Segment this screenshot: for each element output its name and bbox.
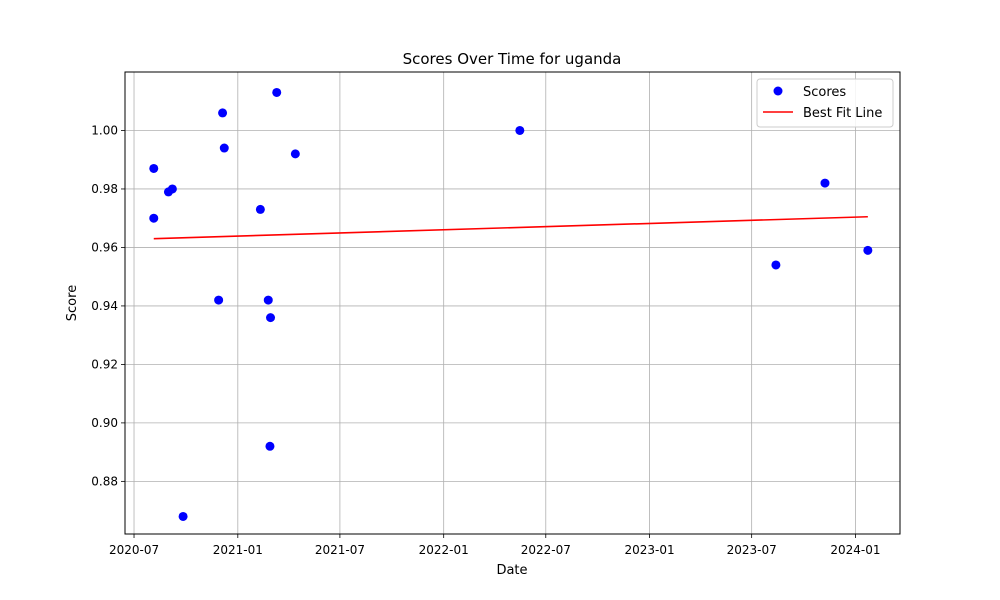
- score-point: [266, 313, 276, 323]
- legend-box: [756, 78, 894, 128]
- x-axis-ticks: 2020-07 2021-01 2021-07 2022-01 2022-07 2023-…: [109, 534, 881, 557]
- plot-frame: [124, 71, 901, 535]
- score-point: [218, 108, 228, 118]
- x-tick-label: 2022-07: [521, 543, 571, 557]
- y-axis-ticks: 0.88 0.90 0.92 0.94 0.96 0.98 1.00: [91, 123, 125, 488]
- score-point: [863, 245, 873, 255]
- scatter-points: [149, 87, 873, 521]
- x-tick-label: 2023-07: [727, 543, 777, 557]
- x-tick-label: 2023-01: [624, 543, 674, 557]
- y-tick-label: 0.88: [91, 474, 118, 488]
- score-point: [219, 143, 229, 153]
- x-axis-label: Date: [496, 563, 527, 578]
- score-point: [263, 295, 273, 305]
- y-tick-label: 0.98: [91, 182, 118, 196]
- y-axis-label: Score: [65, 285, 80, 321]
- legend-label-scores: Scores: [803, 85, 846, 100]
- x-tick-label: 2022-01: [419, 543, 469, 557]
- legend: Scores Best Fit Line: [756, 78, 894, 128]
- grid-lines: [125, 72, 900, 534]
- score-point: [265, 441, 275, 451]
- score-point: [272, 87, 282, 97]
- y-tick-label: 0.92: [91, 357, 118, 371]
- score-point: [214, 295, 224, 305]
- score-point: [149, 213, 159, 223]
- score-point: [178, 511, 188, 521]
- y-tick-label: 0.90: [91, 416, 118, 430]
- x-tick-label: 2024-01: [830, 543, 880, 557]
- best-fit-line: [153, 215, 868, 240]
- y-tick-label: 0.94: [91, 299, 118, 313]
- score-point: [771, 260, 781, 270]
- x-tick-label: 2020-07: [109, 543, 159, 557]
- legend-marker-scores: [773, 86, 783, 96]
- score-point: [255, 204, 265, 214]
- y-tick-label: 1.00: [91, 123, 118, 137]
- x-tick-label: 2021-01: [213, 543, 263, 557]
- score-point: [167, 184, 177, 194]
- chart-title: Scores Over Time for uganda: [403, 50, 622, 68]
- y-tick-label: 0.96: [91, 240, 118, 254]
- score-point: [290, 149, 300, 159]
- x-tick-label: 2021-07: [315, 543, 365, 557]
- legend-label-best-fit: Best Fit Line: [803, 106, 882, 121]
- score-point: [149, 163, 159, 173]
- score-point: [515, 125, 525, 135]
- best-fit-layer: [153, 215, 868, 240]
- score-point: [820, 178, 830, 188]
